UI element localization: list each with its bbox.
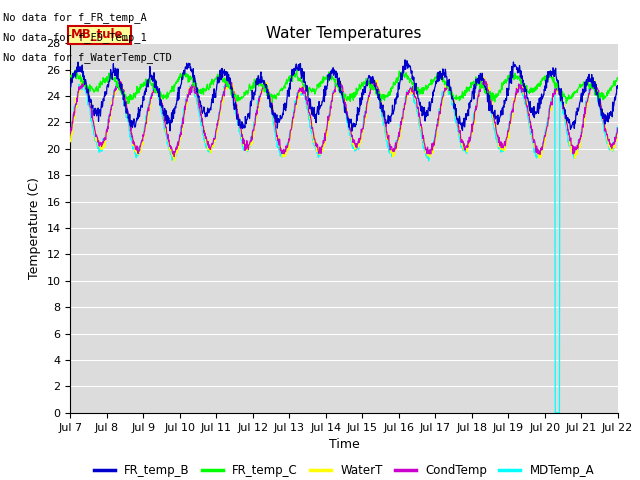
MDTemp_A [549,92,557,97]
Text: MB_tule_: MB_tule_ [70,28,129,41]
FR_temp_C [250,80,258,86]
FR_temp_B [501,98,509,104]
MDTemp_A [552,410,559,416]
MDTemp_A [67,130,74,135]
CondTemp [550,94,557,99]
FR_temp_C [429,79,437,85]
FR_temp_B [614,83,621,89]
Line: CondTemp: CondTemp [70,79,618,156]
MDTemp_A [188,82,196,88]
FR_temp_C [189,79,196,85]
Line: FR_temp_B: FR_temp_B [70,60,618,131]
WaterT [67,139,74,144]
MDTemp_A [429,144,436,149]
Text: No data for f_WaterTemp_CTD: No data for f_WaterTemp_CTD [3,52,172,63]
WaterT [501,142,509,147]
FR_temp_C [614,75,621,81]
WaterT [170,158,178,164]
X-axis label: Time: Time [328,438,360,451]
WaterT [175,141,183,147]
WaterT [480,74,488,80]
Y-axis label: Temperature (C): Temperature (C) [28,177,41,279]
CondTemp [429,139,437,145]
MDTemp_A [501,142,509,147]
MDTemp_A [250,127,257,133]
CondTemp [170,154,178,159]
FR_temp_C [67,73,74,79]
Text: No data for f_FD_Temp_1: No data for f_FD_Temp_1 [3,32,147,43]
CondTemp [189,84,196,89]
FR_temp_C [550,80,557,85]
Line: WaterT: WaterT [70,77,618,161]
CondTemp [250,128,257,133]
FR_temp_C [501,77,509,83]
FR_temp_B [401,57,409,63]
Line: FR_temp_C: FR_temp_C [70,70,618,104]
FR_temp_B [67,84,74,89]
WaterT [550,94,557,99]
CondTemp [67,131,74,137]
MDTemp_A [479,75,486,81]
FR_temp_C [124,101,132,107]
FR_temp_C [176,74,184,80]
FR_temp_B [429,87,437,93]
FR_temp_B [348,128,356,134]
WaterT [614,131,621,137]
WaterT [189,83,196,88]
FR_temp_B [550,66,557,72]
Legend: FR_temp_B, FR_temp_C, WaterT, CondTemp, MDTemp_A: FR_temp_B, FR_temp_C, WaterT, CondTemp, … [89,459,599,480]
FR_temp_B [175,96,182,102]
FR_temp_C [72,67,79,73]
WaterT [429,148,437,154]
MDTemp_A [175,139,182,145]
FR_temp_B [188,69,196,75]
Title: Water Temperatures: Water Temperatures [266,25,422,41]
Text: No data for f_FR_temp_A: No data for f_FR_temp_A [3,12,147,23]
Line: MDTemp_A: MDTemp_A [70,78,618,413]
CondTemp [501,142,509,147]
CondTemp [175,138,183,144]
CondTemp [614,125,621,131]
WaterT [250,132,257,138]
MDTemp_A [614,129,621,134]
FR_temp_B [250,96,257,102]
CondTemp [334,76,342,82]
